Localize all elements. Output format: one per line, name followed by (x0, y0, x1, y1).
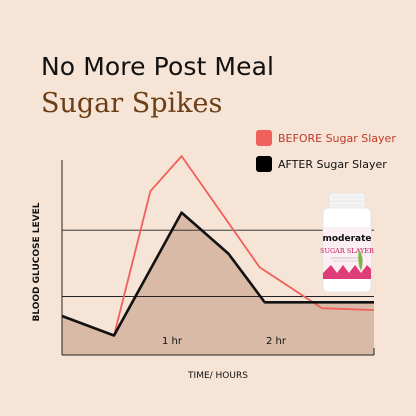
product-bottle-image: moderate SUGAR SLAYER (320, 193, 375, 293)
series-fill-after (62, 212, 374, 355)
headline-line-1: No More Post Meal (41, 52, 275, 81)
x-tick-label: 1 hr (162, 336, 183, 347)
legend-before: BEFORE Sugar Slayer (256, 130, 396, 146)
legend-swatch-before (256, 130, 272, 146)
legend-label-after: AFTER Sugar Slayer (278, 157, 387, 171)
legend-label-before: BEFORE Sugar Slayer (278, 131, 396, 145)
legend-swatch-after (256, 156, 272, 172)
x-axis-label: TIME/ HOURS (188, 371, 248, 381)
product-brand-text: moderate (322, 234, 371, 244)
series-line-after (61, 211, 374, 337)
headline-line-2: Sugar Spikes (41, 88, 223, 119)
y-axis-label: BLOOD GLUCOSE LEVEL (32, 202, 42, 322)
legend-after: AFTER Sugar Slayer (256, 156, 387, 172)
x-tick-label: 2 hr (266, 336, 287, 347)
product-name-text: SUGAR SLAYER (320, 247, 375, 255)
